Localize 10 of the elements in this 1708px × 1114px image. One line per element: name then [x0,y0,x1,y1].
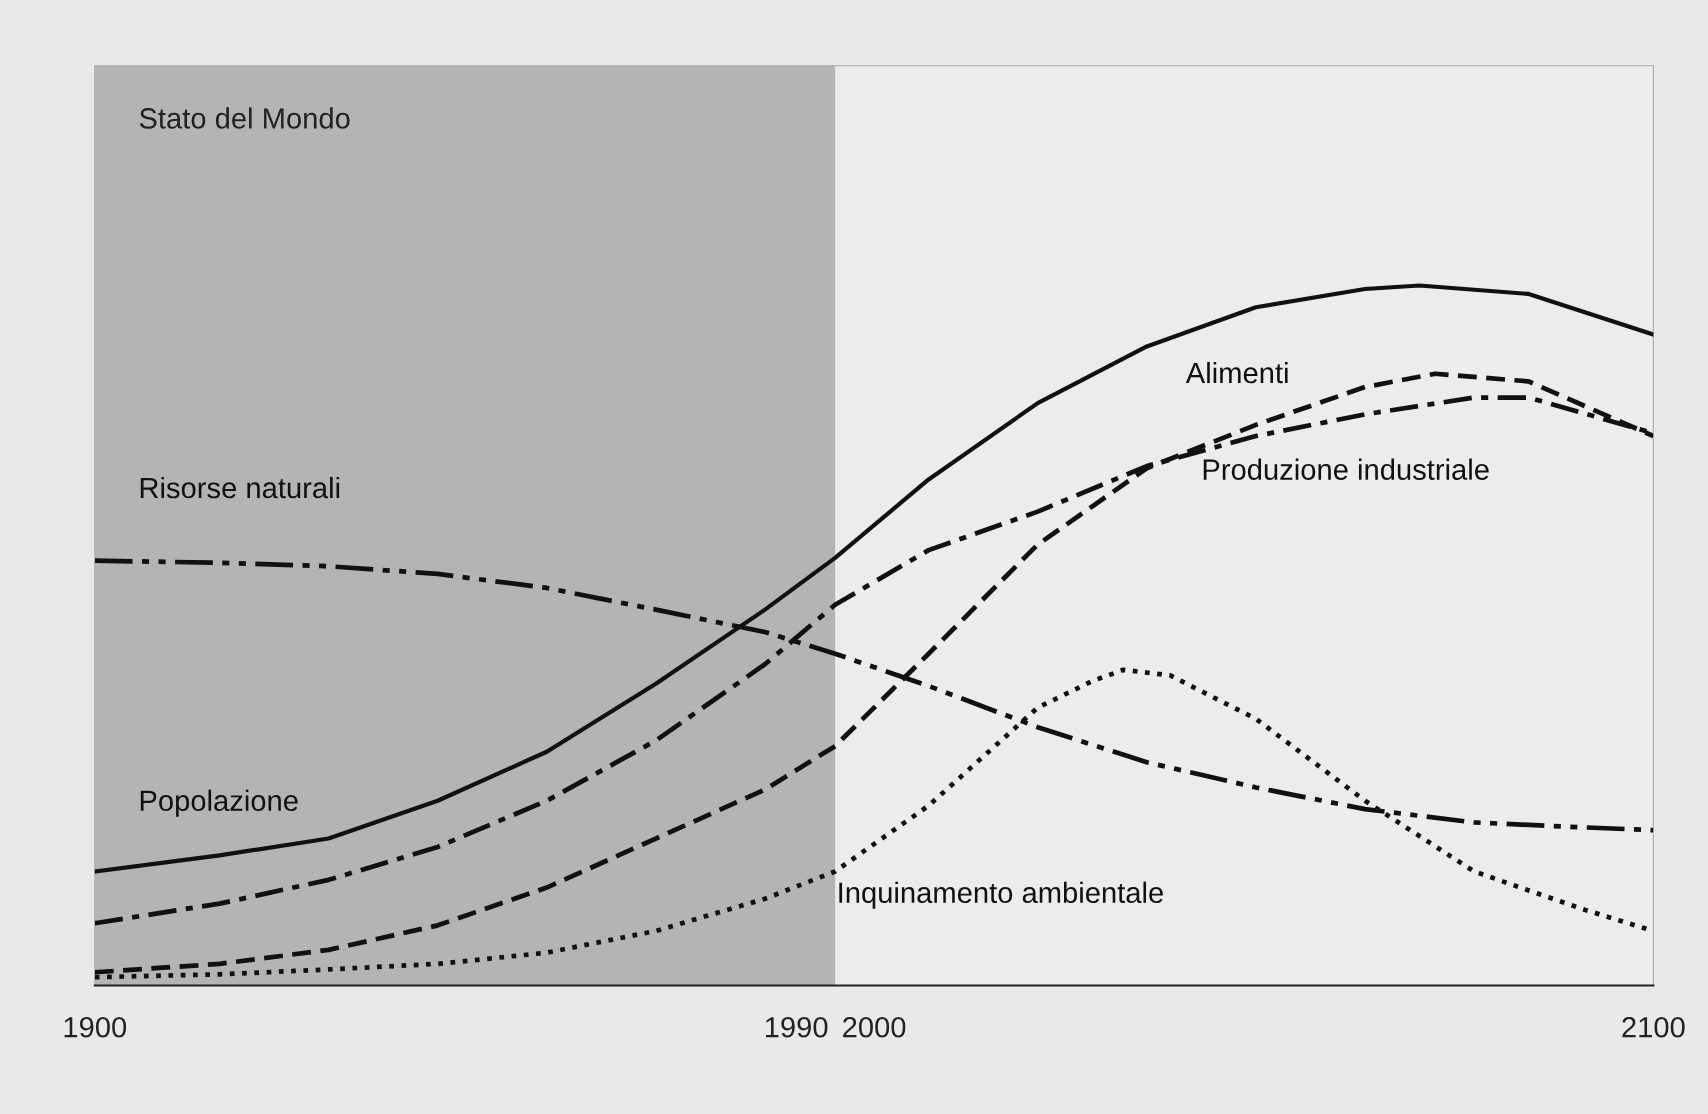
series-label: Inquinamento ambientale [839,881,1163,909]
series-label: Produzione industriale [1203,458,1489,480]
x-tick-label: 1900 [64,1016,127,1038]
x-tick-label: 2000 [843,1016,906,1038]
series-label: Alimenti [1185,361,1288,384]
x-tick-label: 2100 [1622,1016,1685,1038]
x-tick-label: 1990 [765,1016,828,1038]
series-label: Popolazione [140,789,298,817]
text: Risorse naturali [140,476,340,499]
chart-title: Stato del Mondo [139,107,350,129]
